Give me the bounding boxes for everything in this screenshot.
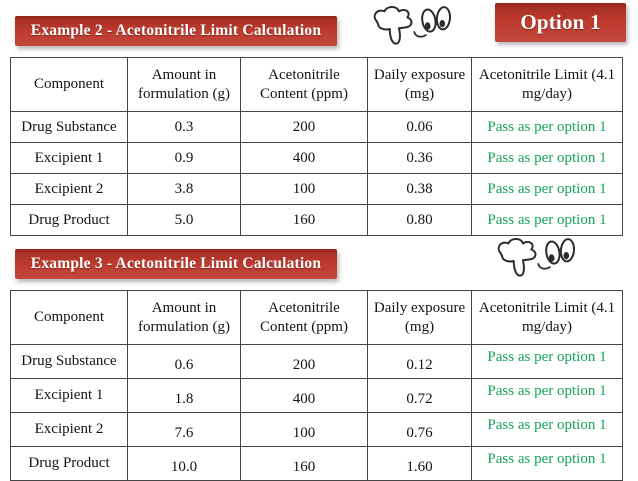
example-2-title: Example 2 - Acetonitrile Limit Calculati… [30, 22, 322, 39]
cell-amount: 10.0 [127, 446, 241, 481]
cell-component: Drug Substance [10, 111, 128, 143]
table-row: Excipient 2 3.8 100 0.38 Pass as per opt… [10, 173, 623, 205]
example-2-table: Component Amount in formulation (g) Acet… [10, 57, 623, 236]
cell-amount: 0.6 [127, 344, 241, 379]
cell-content: 400 [240, 378, 368, 413]
cell-exposure: 0.38 [367, 173, 472, 205]
cell-limit-result: Pass as per option 1 [471, 344, 623, 379]
cell-component: Excipient 1 [10, 378, 128, 413]
cell-limit-result: Pass as per option 1 [471, 446, 623, 481]
cell-component: Drug Substance [10, 344, 128, 379]
hand-pointing-down-and-googly-eyes-doodle-icon [366, 4, 458, 59]
cell-limit-result: Pass as per option 1 [471, 111, 623, 143]
cell-limit-result: Pass as per option 1 [471, 412, 623, 447]
cell-exposure: 0.06 [367, 111, 472, 143]
cell-exposure: 0.76 [367, 412, 472, 447]
header-acetonitrile-content: Acetonitrile Content (ppm) [240, 57, 368, 112]
header-amount: Amount in formulation (g) [127, 57, 241, 112]
cell-exposure: 0.36 [367, 142, 472, 174]
table-header-row: Component Amount in formulation (g) Acet… [10, 290, 623, 345]
cell-content: 400 [240, 142, 368, 174]
header-daily-exposure: Daily exposure (mg) [367, 57, 472, 112]
table-row: Excipient 2 7.6 100 0.76 Pass as per opt… [10, 412, 623, 447]
cell-component: Excipient 2 [10, 412, 128, 447]
cell-limit-result: Pass as per option 1 [471, 204, 623, 236]
table-row: Drug Product 5.0 160 0.80 Pass as per op… [10, 204, 623, 236]
table-header-row: Component Amount in formulation (g) Acet… [10, 57, 623, 112]
cell-content: 160 [240, 204, 368, 236]
example-3-table: Component Amount in formulation (g) Acet… [10, 290, 623, 481]
cell-amount: 7.6 [127, 412, 241, 447]
cell-amount: 1.8 [127, 378, 241, 413]
cell-content: 200 [240, 111, 368, 143]
example-2-title-banner: Example 2 - Acetonitrile Limit Calculati… [15, 16, 337, 46]
cell-exposure: 1.60 [367, 446, 472, 481]
cell-limit-result: Pass as per option 1 [471, 142, 623, 174]
cell-amount: 3.8 [127, 173, 241, 205]
header-amount: Amount in formulation (g) [127, 290, 241, 345]
table-row: Excipient 1 1.8 400 0.72 Pass as per opt… [10, 378, 623, 413]
header-acetonitrile-limit: Acetonitrile Limit (4.1 mg/day) [471, 57, 623, 112]
table-row: Drug Substance 0.6 200 0.12 Pass as per … [10, 344, 623, 379]
cell-component: Drug Product [10, 204, 128, 236]
cell-component: Excipient 2 [10, 173, 128, 205]
cell-component: Excipient 1 [10, 142, 128, 174]
cell-amount: 0.9 [127, 142, 241, 174]
header-acetonitrile-limit: Acetonitrile Limit (4.1 mg/day) [471, 290, 623, 345]
table-row: Excipient 1 0.9 400 0.36 Pass as per opt… [10, 142, 623, 174]
cell-content: 160 [240, 446, 368, 481]
hand-pointing-down-and-googly-eyes-doodle-icon [490, 236, 582, 291]
table-row: Drug Product 10.0 160 1.60 Pass as per o… [10, 446, 623, 481]
cell-content: 200 [240, 344, 368, 379]
cell-content: 100 [240, 412, 368, 447]
option-1-label: Option 1 [520, 10, 601, 34]
header-daily-exposure: Daily exposure (mg) [367, 290, 472, 345]
cell-exposure: 0.80 [367, 204, 472, 236]
cell-component: Drug Product [10, 446, 128, 481]
cell-exposure: 0.72 [367, 378, 472, 413]
header-component: Component [10, 290, 128, 345]
table-row: Drug Substance 0.3 200 0.06 Pass as per … [10, 111, 623, 143]
cell-amount: 5.0 [127, 204, 241, 236]
cell-amount: 0.3 [127, 111, 241, 143]
option-1-banner: Option 1 [495, 3, 626, 42]
example-3-title-banner: Example 3 - Acetonitrile Limit Calculati… [15, 249, 337, 279]
cell-limit-result: Pass as per option 1 [471, 378, 623, 413]
header-acetonitrile-content: Acetonitrile Content (ppm) [240, 290, 368, 345]
cell-exposure: 0.12 [367, 344, 472, 379]
example-3-title: Example 3 - Acetonitrile Limit Calculati… [30, 255, 322, 272]
header-component: Component [10, 57, 128, 112]
cell-content: 100 [240, 173, 368, 205]
cell-limit-result: Pass as per option 1 [471, 173, 623, 205]
